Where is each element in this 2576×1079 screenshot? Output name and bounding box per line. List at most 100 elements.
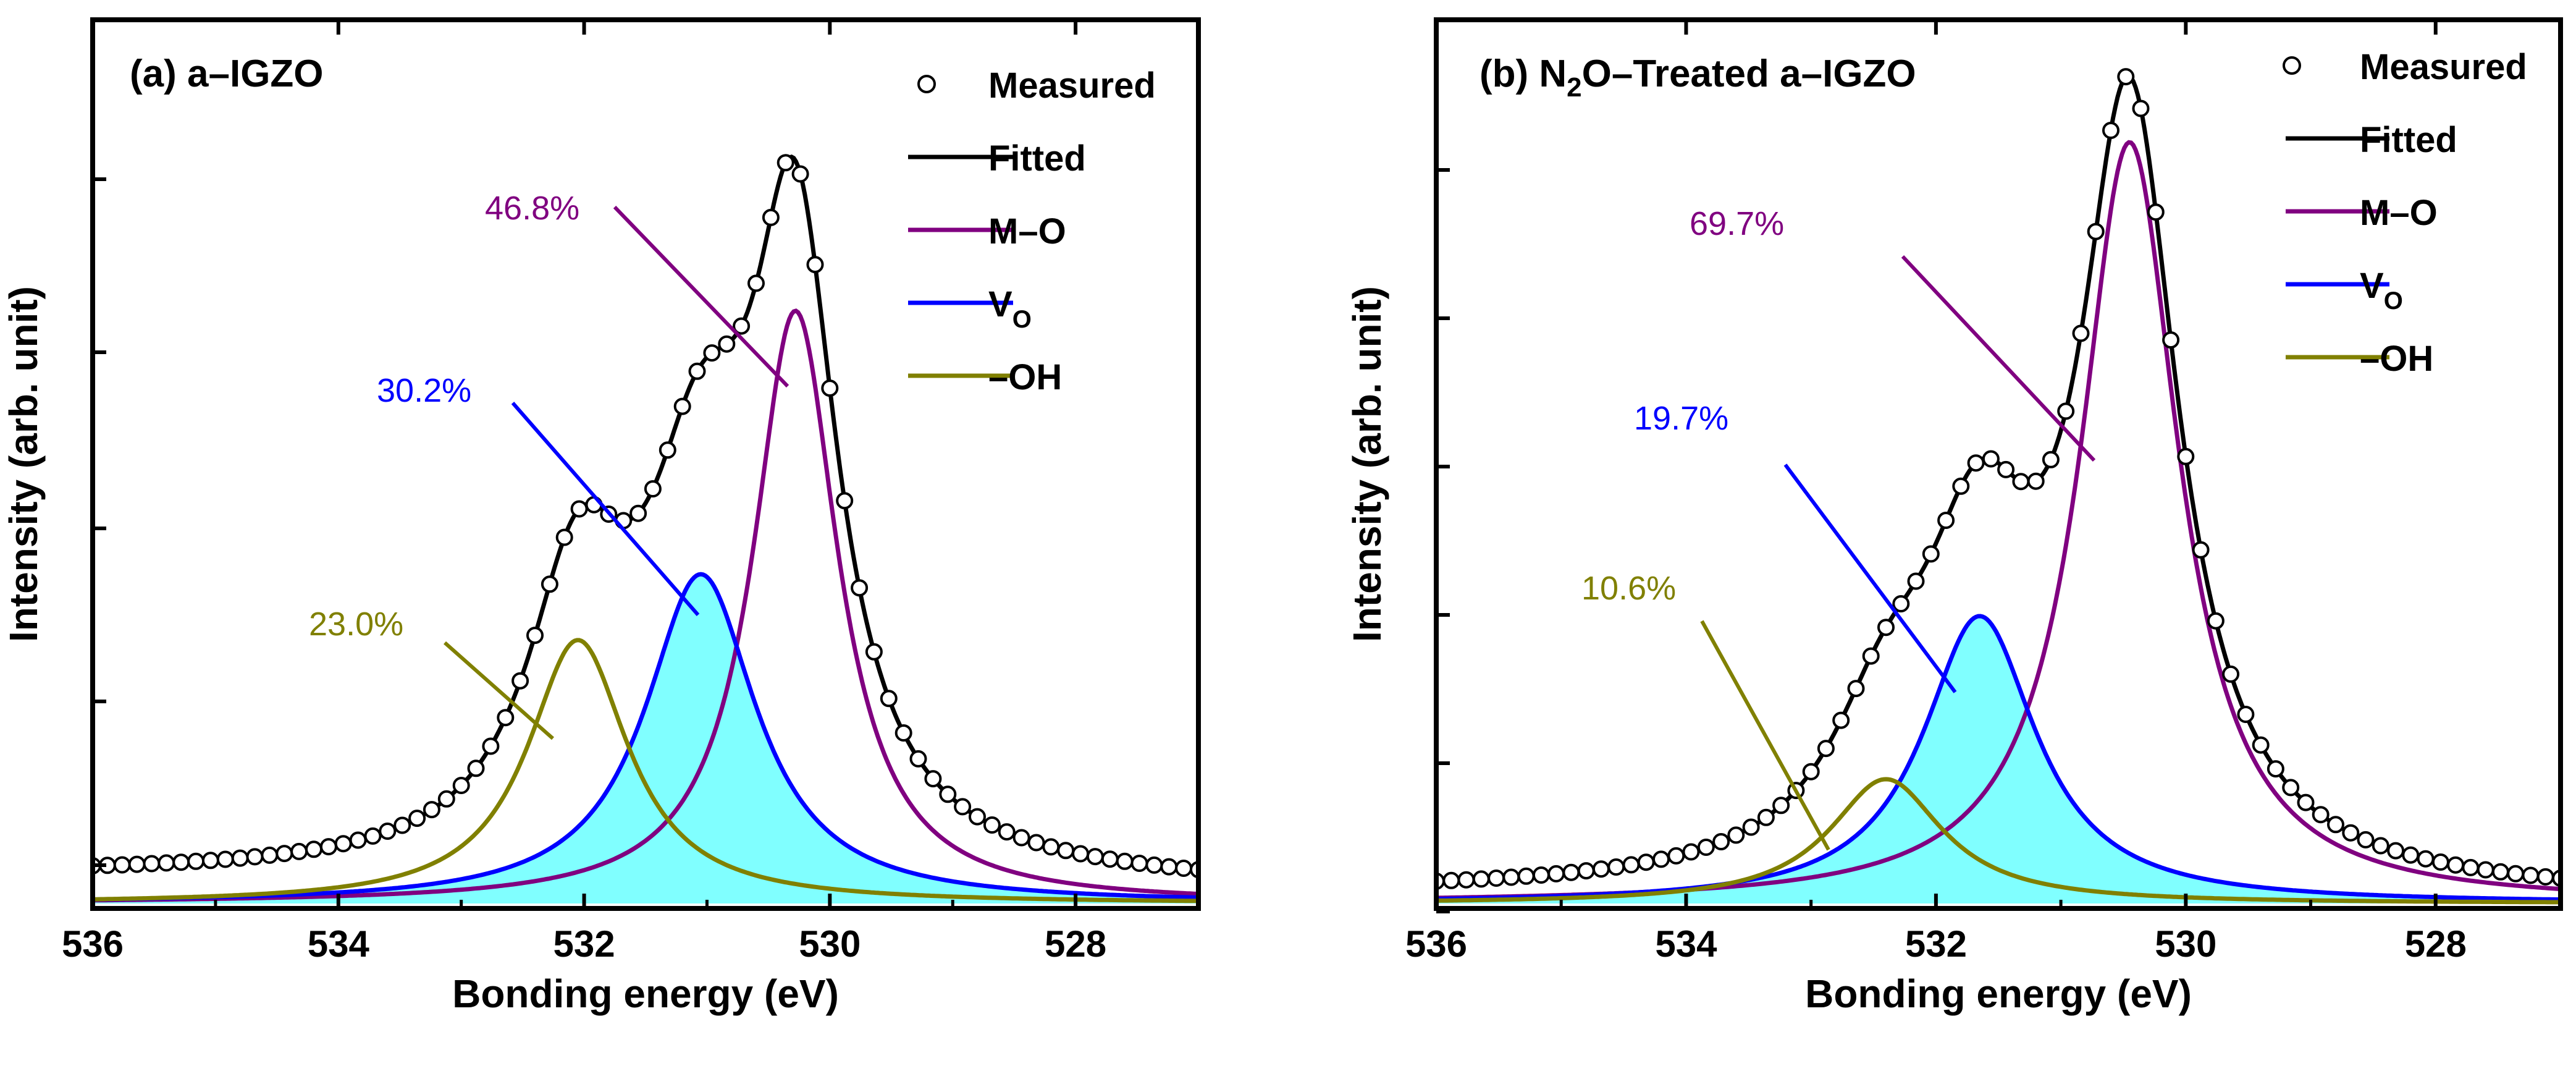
measured-point: [2027, 472, 2045, 490]
measured-point: [673, 397, 691, 415]
leader-line-mo: [1901, 255, 2096, 462]
measured-point: [791, 165, 809, 183]
y-axis-title: Intensity (arb. unit): [1345, 286, 1389, 642]
measured-point: [806, 256, 824, 274]
plot-area: [93, 154, 1198, 903]
measured-point: [1877, 619, 1895, 637]
measured-point: [172, 853, 190, 871]
measured-point: [1607, 858, 1625, 876]
measured-point: [408, 810, 426, 827]
component-curve-mo: [93, 308, 1198, 903]
measured-point: [113, 856, 131, 874]
measured-point: [851, 579, 869, 597]
measured-point: [1562, 863, 1580, 881]
component-fill-vo: [93, 574, 1198, 903]
component-curve-oh: [93, 638, 1198, 903]
legend-label-measured: Measured: [2360, 47, 2527, 87]
legend-label-vo: VO: [988, 284, 1032, 333]
x-tick-label: 536: [1405, 923, 1467, 965]
measured-point: [924, 770, 942, 788]
measured-point: [334, 835, 352, 853]
measured-point: [747, 274, 765, 292]
measured-point: [1952, 477, 1970, 495]
legend-label-fitted: Fitted: [988, 138, 1086, 179]
x-axis-title: Bonding energy (eV): [452, 971, 839, 1016]
measured-point: [644, 480, 662, 497]
measured-point: [2237, 706, 2255, 723]
legend-label-text: Fitted: [2360, 120, 2457, 160]
title-subscript: 2: [1567, 72, 1581, 103]
measured-point: [1637, 853, 1655, 871]
measured-point: [1101, 850, 1119, 868]
measured-point: [733, 317, 751, 335]
measured-point: [305, 840, 322, 858]
measured-point: [246, 848, 264, 866]
measured-point: [526, 627, 544, 645]
leader-line-mo: [613, 205, 789, 388]
measured-point: [482, 737, 500, 755]
chart-panel-a: 536 534 532 530 528 Bonding energy (eV) Intens…: [1, 17, 1201, 1016]
measured-point: [319, 838, 337, 856]
measured-point: [2117, 68, 2135, 86]
measured-point: [1442, 871, 1460, 889]
measured-point: [2491, 863, 2509, 881]
measured-point: [1862, 647, 1880, 665]
measured-point: [1027, 834, 1045, 852]
measured-point: [423, 801, 440, 819]
measured-point: [880, 690, 898, 708]
percent-label-vo: 30.2%: [377, 372, 471, 409]
measured-point: [939, 785, 957, 803]
measured-point: [983, 816, 1001, 834]
measured-point: [1547, 865, 1565, 882]
measured-point: [865, 643, 883, 661]
measured-point: [261, 846, 279, 864]
legend-marker-measured: [2283, 56, 2301, 75]
measured-points: [1436, 68, 2561, 890]
x-tick-label: 528: [1045, 923, 1106, 965]
measured-point: [290, 842, 308, 860]
measured-point: [1967, 454, 1985, 472]
measured-point: [1907, 572, 1925, 590]
measured-point: [2057, 402, 2075, 420]
measured-point: [1817, 740, 1835, 758]
measured-point: [1937, 512, 1955, 529]
legend-marker-measured: [917, 75, 936, 93]
legend-label-text: Fitted: [988, 138, 1086, 179]
legend-label-oh: –OH: [2360, 339, 2433, 379]
measured-point: [394, 816, 411, 834]
measured-point: [555, 528, 573, 546]
percent-label-vo: 19.7%: [1634, 400, 1728, 437]
measured-point: [2177, 447, 2195, 465]
x-tick-label: 536: [62, 923, 124, 965]
measured-point: [216, 850, 234, 868]
measured-point: [143, 855, 161, 873]
measured-point: [629, 504, 647, 522]
legend-label-subscript: O: [2384, 287, 2403, 315]
leader-line-vo: [1783, 463, 1957, 693]
measured-point: [1517, 867, 1535, 885]
measured-point: [2012, 473, 2030, 491]
measured-point: [2252, 736, 2270, 754]
measured-point: [2387, 842, 2405, 860]
x-tick-label: 532: [1905, 923, 1967, 965]
percent-label-oh: 23.0%: [309, 606, 403, 643]
measured-point: [1175, 860, 1193, 877]
measured-point: [570, 500, 588, 518]
legend-label-text: V: [988, 284, 1012, 324]
measured-point: [1472, 870, 1490, 888]
measured-point: [2522, 866, 2540, 884]
measured-point: [2342, 824, 2360, 842]
legend: Measured Fitted M–O VO –OH: [2283, 47, 2527, 379]
measured-point: [2507, 865, 2525, 882]
axes-frame: [90, 17, 1201, 911]
measured-point: [2312, 806, 2330, 824]
measured-point: [1772, 797, 1790, 815]
measured-point: [1160, 858, 1178, 876]
measured-point: [1652, 850, 1670, 868]
measured-point: [1042, 838, 1060, 856]
measured-point: [1488, 870, 1505, 887]
measured-point: [1742, 818, 1760, 836]
measured-point: [688, 362, 706, 380]
measured-point: [703, 344, 721, 362]
